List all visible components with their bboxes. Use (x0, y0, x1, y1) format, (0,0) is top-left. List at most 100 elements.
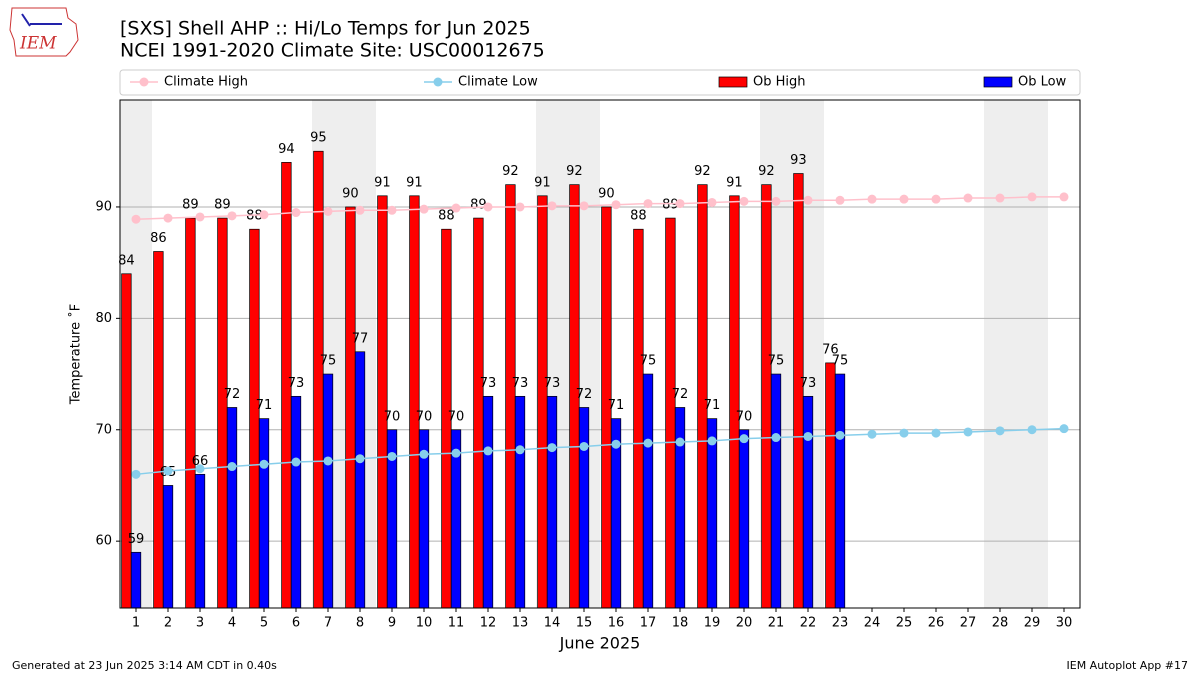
line-point (419, 449, 429, 459)
x-tick-label: 20 (736, 616, 753, 631)
legend-label: Climate Low (458, 75, 538, 90)
bar (258, 418, 270, 609)
line-point (483, 446, 493, 456)
line-point (771, 196, 781, 206)
data-label: 70 (384, 409, 401, 424)
x-tick-label: 18 (672, 616, 689, 631)
line-point (771, 433, 781, 443)
data-label: 70 (736, 409, 753, 424)
data-label: 77 (352, 331, 369, 346)
line-point (803, 195, 813, 205)
line-point (867, 194, 877, 204)
x-tick-label: 21 (768, 616, 785, 631)
x-tick-label: 7 (324, 616, 332, 631)
legend-swatch (983, 76, 1013, 88)
line-point (1027, 192, 1037, 202)
x-tick-label: 17 (640, 616, 657, 631)
bar (834, 373, 846, 609)
x-tick-label: 30 (1056, 616, 1073, 631)
logo-line (21, 13, 31, 27)
bar (537, 195, 548, 609)
bar (226, 407, 238, 609)
bar (153, 251, 164, 609)
bar (738, 429, 750, 609)
data-label: 72 (576, 387, 593, 402)
bar (761, 184, 772, 609)
line-point (707, 197, 717, 207)
line-point (419, 204, 429, 214)
line-point (515, 202, 525, 212)
line-point (515, 445, 525, 455)
data-label: 89 (182, 198, 199, 213)
data-label: 91 (726, 175, 743, 190)
data-label: 89 (214, 198, 231, 213)
logo-outline (9, 7, 79, 57)
data-label: 90 (598, 186, 615, 201)
bar (121, 273, 132, 609)
data-label: 91 (534, 175, 551, 190)
bar (290, 395, 302, 609)
data-label: 71 (256, 398, 273, 413)
bar (706, 418, 718, 609)
y-axis-label: Temperature ˚F (68, 304, 84, 405)
data-label: 70 (448, 409, 465, 424)
bar (642, 373, 654, 609)
chart-title: [SXS] Shell AHP :: Hi/Lo Temps for Jun 2… (120, 18, 531, 40)
bar (729, 195, 740, 609)
line-point (675, 437, 685, 447)
x-tick-label: 26 (928, 616, 945, 631)
x-tick-label: 23 (832, 616, 849, 631)
line-point (387, 451, 397, 461)
data-label: 75 (640, 354, 657, 369)
footer-left: Generated at 23 Jun 2025 3:14 AM CDT in … (12, 659, 277, 672)
data-label: 73 (544, 376, 561, 391)
x-tick-label: 28 (992, 616, 1009, 631)
x-tick-label: 11 (448, 616, 465, 631)
data-label: 92 (502, 164, 519, 179)
x-tick-label: 22 (800, 616, 817, 631)
bar (217, 217, 228, 609)
x-tick-label: 9 (388, 616, 396, 631)
line (135, 427, 1065, 476)
line-point (867, 429, 877, 439)
bar (354, 351, 366, 609)
x-tick-label: 8 (356, 616, 364, 631)
data-label: 90 (342, 186, 359, 201)
line-point (291, 457, 301, 467)
legend-swatch (718, 76, 748, 88)
data-label: 66 (192, 454, 209, 469)
legend-marker (139, 77, 149, 87)
line-point (291, 208, 301, 218)
bar (473, 217, 484, 609)
line-point (611, 439, 621, 449)
weekend-shade (984, 100, 1016, 608)
data-label: 95 (310, 131, 327, 146)
line-point (675, 199, 685, 209)
line-point (451, 203, 461, 213)
x-tick-label: 14 (544, 616, 561, 631)
line-point (355, 205, 365, 215)
data-label: 92 (566, 164, 583, 179)
chart-subtitle: NCEI 1991-2020 Climate Site: USC00012675 (120, 40, 545, 62)
line-point (483, 202, 493, 212)
legend-label: Ob Low (1018, 75, 1067, 90)
line-point (1027, 425, 1037, 435)
bar (770, 373, 782, 609)
y-tick-label: 80 (95, 311, 112, 326)
footer-right: IEM Autoplot App #17 (1067, 659, 1189, 672)
line-point (195, 464, 205, 474)
bar (313, 150, 324, 609)
bar (578, 407, 590, 609)
line-point (739, 196, 749, 206)
data-label: 71 (704, 398, 721, 413)
line-point (1059, 424, 1069, 434)
y-tick-label: 60 (95, 534, 112, 549)
line-point (643, 438, 653, 448)
bar (482, 395, 494, 609)
line-point (1059, 192, 1069, 202)
line-point (931, 194, 941, 204)
line-point (387, 205, 397, 215)
bar (409, 195, 420, 609)
x-tick-label: 19 (704, 616, 721, 631)
